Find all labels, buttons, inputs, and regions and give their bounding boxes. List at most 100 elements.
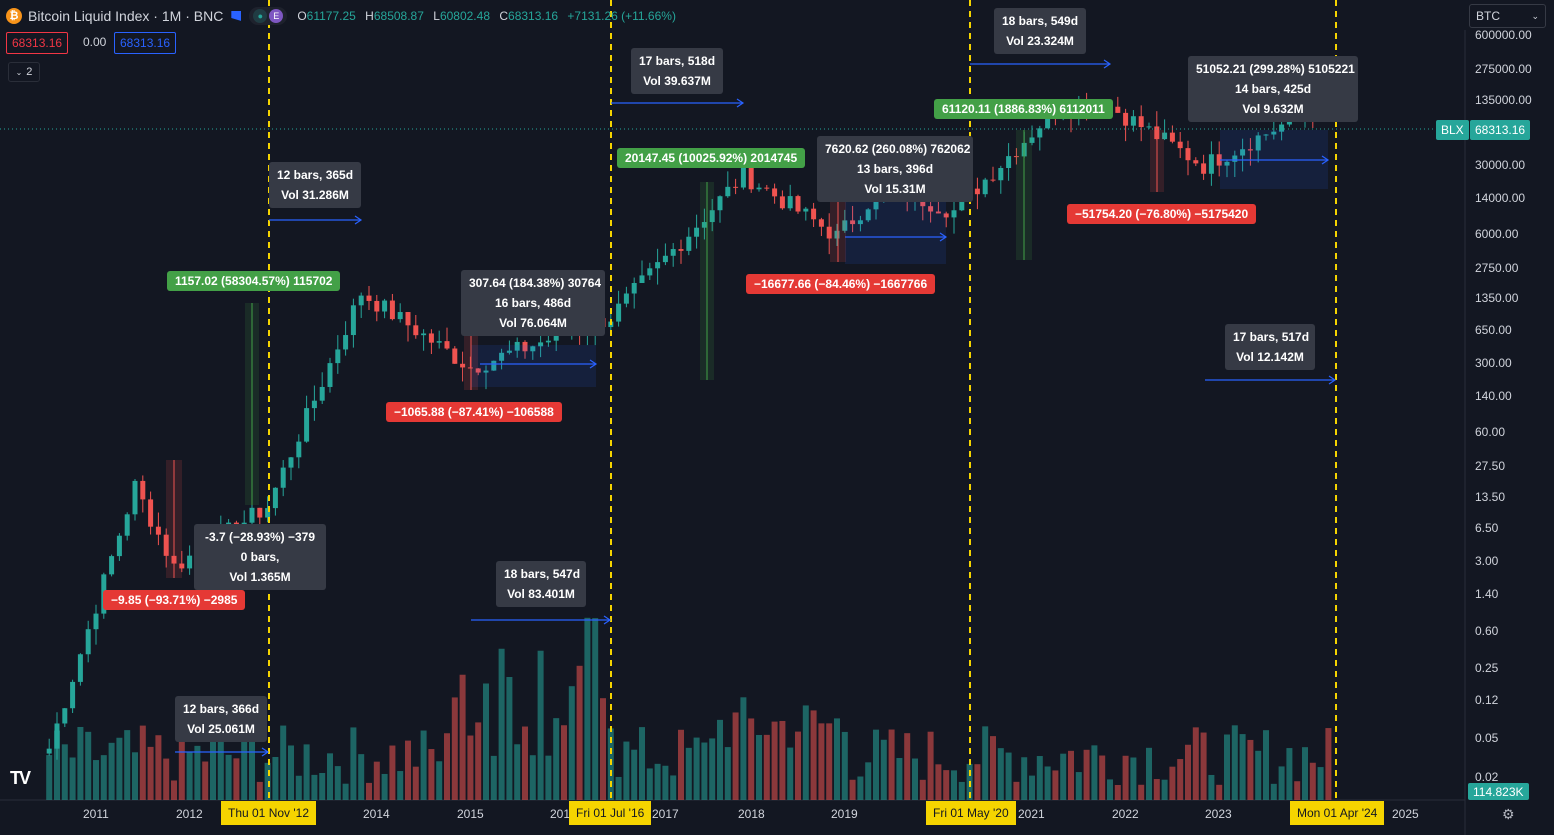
volume-bar — [1021, 757, 1028, 800]
candle-body — [1130, 116, 1136, 126]
volume-bar — [865, 762, 872, 800]
volume-bar — [576, 665, 583, 800]
volume-bar — [1224, 734, 1230, 800]
volume-bar — [295, 775, 302, 800]
volume-bar — [77, 726, 84, 800]
volume-bar — [763, 734, 770, 800]
volume-bar — [545, 755, 552, 800]
measure-range — [471, 345, 596, 387]
current-price-tag: 68313.16 — [1470, 120, 1531, 140]
buy-button[interactable]: 68313.16 — [114, 32, 177, 54]
year-label: 2021 — [1018, 807, 1045, 821]
data-source-toggle[interactable]: ● E — [249, 7, 288, 25]
candle-body — [358, 295, 364, 306]
volume-bar — [857, 776, 864, 800]
candle-body — [1279, 124, 1285, 132]
candle-body — [818, 219, 824, 227]
spread-value: 0.00 — [83, 35, 107, 49]
measure-label: 12 bars, 365d Vol 31.286M — [269, 162, 361, 208]
candle-body — [834, 230, 840, 239]
candle-body — [538, 342, 544, 347]
arrow-head — [261, 747, 270, 757]
candle-body — [686, 236, 692, 251]
flag-icon[interactable] — [231, 11, 242, 21]
arrow-head — [1321, 155, 1330, 165]
volume-bar — [366, 782, 372, 800]
volume-bar — [1036, 756, 1043, 800]
volume-bar — [311, 774, 318, 800]
volume-bar — [1146, 747, 1152, 800]
volume-bar — [93, 760, 99, 800]
symbol-title[interactable]: Bitcoin Liquid Index · 1M · BNC — [28, 8, 224, 24]
candle-body — [748, 165, 754, 190]
arrow-head — [1103, 59, 1112, 69]
volume-bar — [1231, 725, 1238, 800]
candle-body — [959, 196, 965, 211]
volume-bar — [303, 744, 310, 800]
volume-bar — [514, 744, 521, 800]
volume-bar — [194, 745, 201, 800]
volume-bar — [990, 736, 996, 800]
volume-bar — [373, 761, 380, 800]
volume-bar — [1153, 779, 1160, 800]
candle-body — [1247, 149, 1253, 151]
sell-button[interactable]: 68313.16 — [6, 32, 69, 54]
year-label: 2018 — [738, 807, 765, 821]
price-label: 1.40 — [1475, 587, 1499, 601]
year-label: 201 — [550, 807, 571, 821]
volume-bar — [171, 780, 177, 800]
volume-bar — [1005, 752, 1012, 800]
candle-body — [452, 348, 458, 364]
volume-bar — [943, 770, 950, 800]
volume-bar — [475, 722, 482, 800]
candle-body — [662, 255, 668, 263]
symbol-search-input[interactable]: BTC ⌄ — [1469, 4, 1546, 28]
candle-body — [436, 341, 442, 343]
volume-bar — [280, 725, 287, 800]
volume-bar — [779, 720, 786, 800]
candle-body — [249, 507, 255, 523]
volume-bar — [904, 733, 911, 800]
tradingview-logo[interactable]: TV — [10, 768, 31, 788]
volume-bar — [436, 761, 443, 800]
volume-bar — [498, 648, 505, 800]
candle-body — [54, 723, 60, 749]
volume-bar — [709, 738, 716, 800]
volume-bar — [756, 734, 762, 800]
measure-range — [1220, 130, 1328, 189]
volume-bar — [802, 705, 809, 800]
candle-body — [319, 386, 325, 401]
indicators-toggle[interactable]: ⌄ 2 — [8, 62, 40, 82]
volume-bar — [155, 735, 162, 800]
year-label: 2012 — [176, 807, 203, 821]
volume-bar — [1177, 759, 1184, 800]
candle-body — [826, 226, 832, 239]
gear-icon[interactable]: ⚙ — [1502, 806, 1515, 822]
volume-bar — [639, 727, 645, 800]
candle-body — [764, 187, 770, 189]
volume-bar — [272, 756, 279, 800]
volume-bar — [522, 726, 528, 800]
volume-bar — [810, 710, 817, 800]
volume-bar — [459, 674, 466, 800]
candle-body — [1037, 128, 1043, 138]
volume-bar — [249, 741, 255, 800]
candle-body — [460, 363, 466, 368]
volume-bar — [740, 697, 747, 800]
exchange-badge: E — [269, 9, 284, 23]
arrow-head — [736, 98, 745, 108]
year-label: 2025 — [1392, 807, 1419, 821]
candle-body — [928, 206, 934, 212]
measure-label: -3.7 (−28.93%) −379 0 bars, Vol 1.365M — [194, 524, 326, 590]
volume-bar — [919, 779, 926, 800]
volume-bar — [61, 744, 68, 800]
price-label: 2750.00 — [1475, 261, 1519, 275]
volume-bar — [834, 718, 840, 800]
volume-bar — [1161, 779, 1168, 800]
volume-bar — [974, 764, 981, 800]
volume-bar — [1192, 727, 1199, 800]
volume-bar — [225, 754, 232, 800]
volume-bar — [405, 740, 411, 800]
candle-body — [46, 748, 52, 754]
